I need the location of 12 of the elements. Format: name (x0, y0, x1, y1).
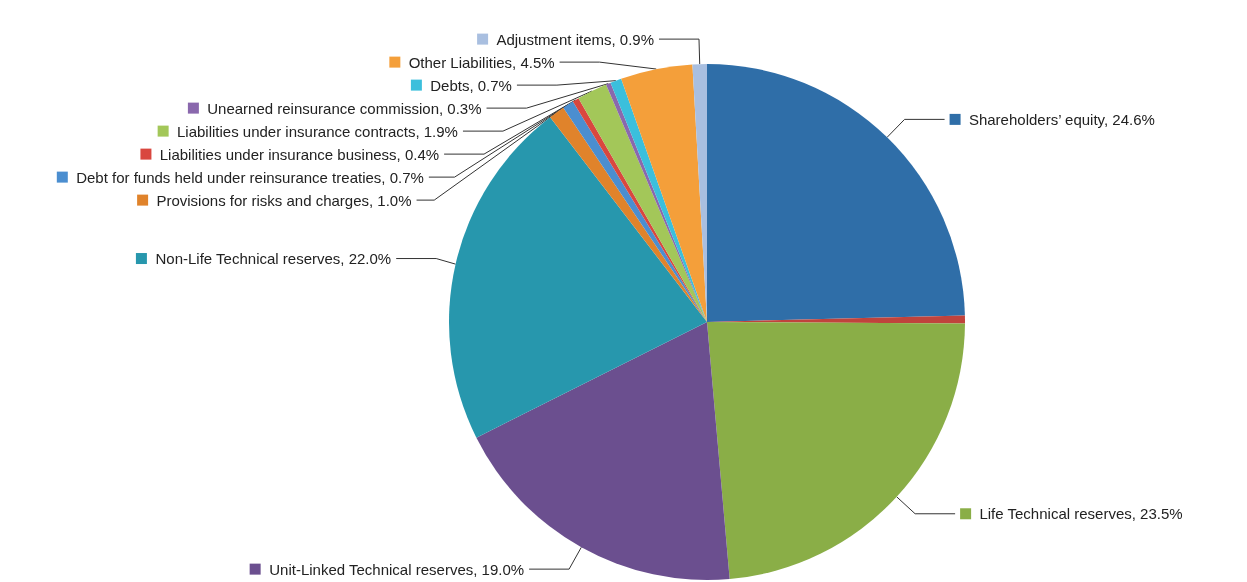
legend-label: Unearned reinsurance commission, 0.3% (198, 99, 482, 117)
legend-label: Shareholders’ equity, 24.6% (960, 110, 1155, 128)
legend-label: Debt for funds held under reinsurance treaties, 0.7% (67, 168, 424, 186)
legend-label: Life Technical reserves, 23.5% (971, 505, 1183, 523)
legend-label: Unit-Linked Technical reserves, 19.0% (260, 560, 525, 578)
legend-label: Other Liabilities, 4.5% (400, 53, 555, 71)
legend-label: Liabilities under insurance business, 0.4% (151, 145, 440, 163)
legend-label: Provisions for risks and charges, 1.0% (148, 191, 412, 209)
legend-label: Debts, 0.7% (421, 76, 512, 94)
legend-label: Adjustment items, 0.9% (488, 30, 654, 48)
legend-label: Non-Life Technical reserves, 22.0% (147, 250, 392, 268)
legend-label: Liabilities under insurance contracts, 1.9% (168, 122, 458, 140)
